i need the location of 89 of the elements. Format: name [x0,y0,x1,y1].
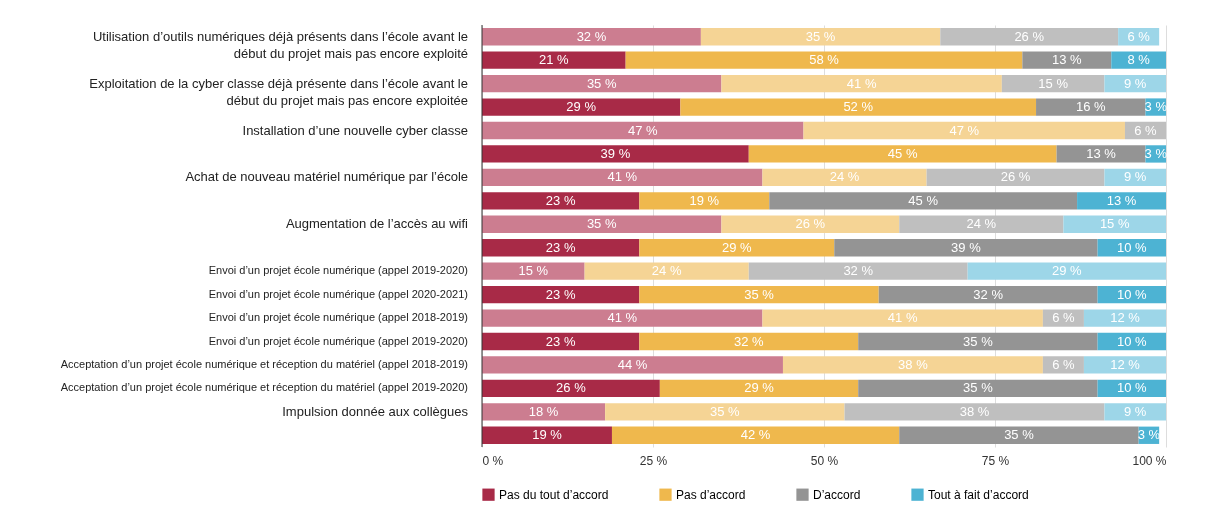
data-label: 41 % [607,310,638,326]
data-label: 6 % [1127,28,1151,44]
data-label: 12 % [1110,356,1141,372]
data-label: 23 % [545,192,576,208]
data-label: 26 % [556,380,587,396]
data-label: 15 % [518,263,549,279]
data-label: 47 % [949,122,980,138]
data-label: 24 % [829,169,860,185]
x-tick-label: 50 % [810,453,839,468]
data-label: 52 % [843,99,874,115]
data-label: 6 % [1134,122,1158,138]
x-tick-label: 25 % [639,453,668,468]
data-label: 8 % [1127,52,1151,68]
data-label: 41 % [607,169,638,185]
data-label: 29 % [721,239,753,255]
data-label: 12 % [1110,310,1141,326]
data-label: 6 % [1052,310,1076,326]
data-label: 35 % [963,333,994,349]
data-label: 10 % [1116,239,1148,255]
y-tick-label: Utilisation d’outils numériques déjà présents dans l’école avant le début du projet mais pas encore exploité [92,28,468,61]
data-label: 44 % [617,356,648,372]
data-label: 35 % [744,286,775,302]
data-label: 32 % [576,28,607,44]
data-label: 9 % [1124,403,1147,419]
data-label: 23 % [545,239,576,255]
data-label: 16 % [1075,99,1107,115]
data-label: 29 % [744,380,775,396]
y-tick-label: Exploitation de la cyber classe déjà présente dans l’école avant le début du projet mais pas encore exploitée [89,75,468,108]
y-tick-label: Installation d’une nouvelle cyber classe [242,122,468,138]
data-label: 35 % [586,216,617,232]
data-label: 6 % [1052,356,1076,372]
legend-label: Pas du tout d’accord [499,487,609,502]
y-tick-label: Achat de nouveau matériel numérique par l’école [185,169,468,185]
data-label: 26 % [1000,169,1031,185]
x-tick-label: 75 % [981,453,1010,468]
data-label: 13 % [1052,52,1083,68]
x-tick-label: 100 % [1132,453,1167,468]
data-label: 24 % [966,216,997,232]
data-label: 45 % [887,145,918,161]
legend-label: Pas d’accord [676,487,746,502]
data-label: 35 % [963,380,994,396]
data-label: 23 % [545,286,576,302]
data-label: 35 % [586,75,617,91]
legend-label: D’accord [813,487,861,502]
data-label: 9 % [1124,75,1147,91]
data-label: 21 % [539,52,570,68]
data-label: 42 % [740,427,771,443]
data-label: 10 % [1116,286,1148,302]
legend-label: Tout à fait d’accord [928,487,1029,502]
y-tick-label: Envoi d’un projet école numérique (appel 2018-2019) [208,311,468,324]
data-label: 29 % [1052,263,1083,279]
data-label: 35 % [1004,427,1035,443]
y-tick-label: Acceptation d’un projet école numérique et réception du matériel (appel 2018-2019) [60,357,468,370]
data-label: 38 % [959,403,990,419]
data-label: 35 % [710,403,741,419]
y-tick-label: Envoi d’un projet école numérique (appel 2019-2020) [208,334,468,347]
data-label: 47 % [627,122,658,138]
x-tick-label: 0 % [482,453,504,468]
data-label: 15 % [1038,75,1069,91]
y-tick-label: Impulsion donnée aux collègues [282,403,469,419]
data-label: 32 % [843,263,874,279]
data-label: 32 % [733,333,765,349]
data-label: 13 % [1106,192,1137,208]
data-label: 35 % [805,28,836,44]
data-label: 41 % [887,310,918,326]
data-label: 29 % [566,99,597,115]
data-label: 58 % [809,52,840,68]
data-label: 45 % [908,192,939,208]
data-label: 19 % [532,427,563,443]
data-label: 19 % [689,192,720,208]
y-tick-label: Envoi d’un projet école numérique (appel 2019-2020) [208,264,468,277]
data-label: 26 % [1014,28,1045,44]
data-label: 18 % [528,403,559,419]
data-label: 39 % [951,239,982,255]
data-label: 41 % [846,75,877,91]
data-label: 39 % [600,145,631,161]
data-label: 38 % [898,356,929,372]
data-label: 23 % [545,333,576,349]
data-label: 9 % [1124,169,1147,185]
data-label: 15 % [1099,216,1130,232]
data-label: 10 % [1116,333,1148,349]
data-label: 24 % [651,263,682,279]
data-label: 13 % [1086,145,1117,161]
data-label: 10 % [1116,380,1148,396]
data-label: 32 % [973,286,1004,302]
y-tick-label: Acceptation d’un projet école numérique et réception du matériel (appel 2019-2020) [60,381,468,394]
y-tick-label: Envoi d’un projet école numérique (appel 2020-2021) [208,287,468,300]
y-tick-label: Augmentation de l’accès au wifi [285,216,469,232]
data-label: 26 % [795,216,826,232]
